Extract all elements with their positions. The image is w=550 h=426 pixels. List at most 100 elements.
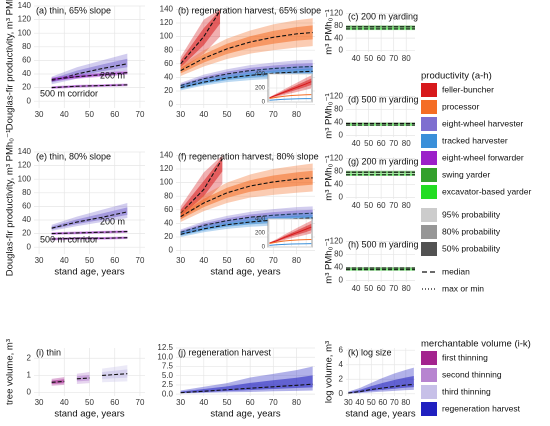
x-tick-label: 70	[269, 256, 278, 265]
median-line	[180, 70, 313, 89]
band-inner	[346, 124, 415, 126]
x-tick-label: 70	[269, 398, 278, 407]
panel: 0 200 400	[255, 217, 313, 251]
x-tick-label: 40	[60, 256, 69, 265]
y-tick-label: 0	[339, 275, 344, 284]
x-tick-label: 70	[390, 398, 399, 407]
y-tick-label: 80	[164, 191, 173, 200]
band-inner	[180, 209, 313, 234]
x-tick-label: 70	[389, 284, 398, 293]
y-axis-label: m³ PMh₀⁻¹	[324, 155, 335, 200]
median-line	[51, 84, 128, 89]
x-tick-label: 60	[246, 256, 255, 265]
y-tick-label: 120	[18, 161, 32, 170]
y-tick-label: 0	[339, 46, 344, 55]
annotation: 200 m	[100, 70, 125, 80]
median-line	[102, 373, 128, 376]
x-tick-label: 60	[377, 139, 386, 148]
band-inner	[346, 171, 415, 173]
band-inner	[346, 26, 415, 28]
y-tick-label: 0.0	[162, 389, 174, 398]
annotation: 500 m corridor	[40, 88, 98, 98]
y-tick-label: 40	[164, 219, 173, 228]
median-line	[76, 377, 90, 380]
median-line	[51, 231, 128, 235]
legend-swatch	[421, 242, 437, 256]
legend-label: swing yarder	[442, 169, 490, 179]
x-tick-label: 30	[176, 398, 185, 407]
panel: 0 20 40 60 80 100 120 140 30 40 50 60 70 (a) thin, 65…	[5, 0, 145, 130]
x-tick-label: 50	[223, 398, 232, 407]
median-line	[180, 158, 223, 214]
y-tick-label: 20	[22, 83, 31, 92]
series-group	[51, 203, 128, 241]
legend-label: 95% probability	[442, 209, 501, 219]
panel-title: (g) 200 m yarding	[348, 156, 419, 166]
x-tick-label: 40	[199, 398, 208, 407]
x-tick-label: 30	[35, 256, 44, 265]
x-tick-label: 80	[292, 110, 301, 119]
x-tick-label: 30	[35, 398, 44, 407]
legend-label: tracked harvester	[442, 135, 508, 145]
y-tick-label: 120	[160, 18, 174, 27]
y-axis-label: m³ PMh₀⁻¹	[324, 9, 335, 54]
band-inner	[180, 375, 313, 394]
median-line	[180, 383, 313, 394]
median-line	[180, 10, 221, 65]
x-tick-label: 70	[269, 110, 278, 119]
plot-area	[346, 12, 415, 52]
legend-label: third thinning	[442, 386, 491, 396]
y-tick-label: 140	[18, 1, 32, 10]
median-line	[51, 211, 128, 229]
y-tick-label: 60	[164, 205, 173, 214]
y-tick-label: 80	[334, 167, 343, 176]
median-line	[269, 98, 312, 101]
y-tick-label: 100	[160, 178, 174, 187]
x-tick-label: 50	[223, 256, 232, 265]
x-axis-label: stand age, years	[54, 409, 124, 420]
x-tick-label: 50	[364, 139, 373, 148]
x-tick-label: 60	[246, 110, 255, 119]
band-inner	[180, 25, 313, 74]
panel-title: (c) 200 m yarding	[348, 11, 418, 21]
y-tick-label: 120	[330, 92, 344, 101]
band-inner	[346, 267, 415, 269]
panel: 0 20 40 60 80 100 120 140 30 40 50 60 70 80 (f) regene…	[160, 151, 319, 278]
x-tick-label: 30	[35, 110, 44, 119]
panel-title: (e) thin, 80% slope	[36, 151, 111, 161]
y-axis-label: Douglas-fir productivity, m³ PMh₀⁻¹	[5, 130, 16, 277]
x-tick-label: 80	[402, 201, 411, 210]
series-group	[51, 53, 128, 89]
x-tick-label: 80	[402, 54, 411, 63]
x-tick-label: 30	[176, 110, 185, 119]
median-line	[269, 239, 312, 244]
x-tick-label: 40	[199, 256, 208, 265]
panel: 0.02.55.07.510.012.5 30 40 50 60 70 80 (j) rege…	[157, 343, 315, 420]
panel: 0 20 40 60 80 100 120 140 30 40 50 60 70 (e) thin, 80…	[5, 130, 145, 278]
x-tick-label: 60	[110, 398, 119, 407]
x-tick-label: 80	[402, 139, 411, 148]
y-tick-label: 40	[22, 215, 31, 224]
median-line	[180, 65, 313, 87]
y-tick-label: 120	[330, 9, 344, 18]
x-tick-label: 80	[401, 398, 410, 407]
y-tick-label: 400	[255, 72, 266, 78]
annotation: 500 m corridor	[40, 234, 98, 244]
y-tick-label: 80	[22, 188, 31, 197]
y-tick-label: 200	[255, 86, 266, 92]
legend-swatch	[421, 385, 437, 399]
y-tick-label: 4	[339, 360, 344, 369]
y-tick-label: 0	[262, 245, 266, 251]
x-axis-label: stand age, years	[210, 267, 280, 278]
legend-swatch	[421, 208, 437, 222]
x-tick-label: 40	[60, 110, 69, 119]
y-tick-label: 80	[334, 21, 343, 30]
plot-area	[346, 95, 415, 137]
series-group	[346, 267, 415, 271]
x-tick-label: 40	[352, 201, 361, 210]
y-tick-label: 40	[334, 118, 343, 127]
median-line	[269, 94, 312, 99]
y-tick-label: 2	[27, 353, 32, 362]
y-tick-label: 80	[334, 250, 343, 259]
